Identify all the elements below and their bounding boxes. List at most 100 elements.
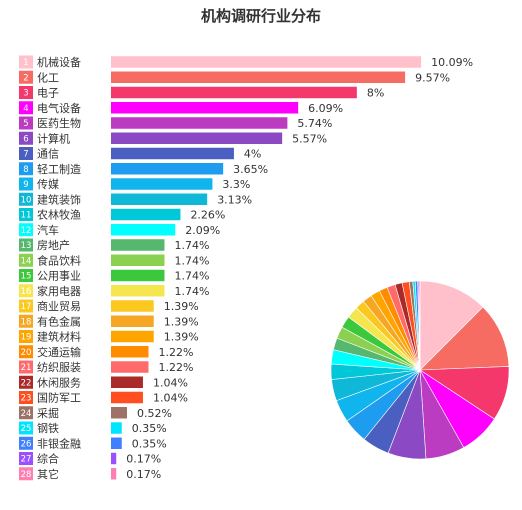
rank-badge bbox=[19, 452, 33, 465]
category-label: 建筑材料 bbox=[37, 330, 81, 344]
category-label: 化工 bbox=[37, 70, 59, 84]
value-label: 9.57% bbox=[415, 71, 450, 84]
rank-number: 27 bbox=[21, 455, 32, 465]
rank-badge bbox=[19, 101, 33, 115]
rank-badge bbox=[19, 131, 33, 145]
value-label: 1.39% bbox=[164, 300, 199, 313]
value-label: 1.22% bbox=[158, 346, 193, 359]
rank-badge bbox=[19, 421, 33, 435]
rank-badge bbox=[19, 192, 33, 206]
bar bbox=[111, 56, 422, 68]
category-label: 轻工制造 bbox=[37, 162, 81, 176]
rank-number: 17 bbox=[21, 302, 32, 312]
rank-badge bbox=[19, 284, 33, 298]
bar bbox=[111, 422, 122, 434]
category-label: 采掘 bbox=[37, 406, 59, 420]
rank-badge bbox=[19, 208, 33, 221]
bar bbox=[111, 437, 122, 449]
category-label: 汽车 bbox=[37, 223, 59, 237]
category-label: 房地产 bbox=[37, 238, 70, 252]
category-label: 纺织服装 bbox=[37, 360, 81, 374]
rank-number: 9 bbox=[23, 180, 28, 190]
rank-badge bbox=[19, 177, 33, 191]
category-label: 综合 bbox=[37, 452, 59, 466]
bar bbox=[111, 300, 154, 312]
bar bbox=[111, 361, 149, 373]
category-label: 家用电器 bbox=[37, 284, 81, 298]
rank-badge bbox=[19, 299, 33, 313]
pie-slice bbox=[418, 280, 421, 371]
value-label: 1.74% bbox=[174, 254, 209, 267]
rank-number: 28 bbox=[21, 470, 32, 480]
bar bbox=[111, 178, 213, 190]
rank-badge bbox=[19, 253, 33, 267]
rank-number: 22 bbox=[21, 378, 32, 388]
bar bbox=[111, 208, 181, 221]
value-label: 1.74% bbox=[174, 270, 209, 283]
bar bbox=[111, 254, 165, 266]
value-label: 1.74% bbox=[174, 239, 209, 252]
rank-badge bbox=[19, 436, 33, 450]
category-label: 电气设备 bbox=[37, 101, 81, 115]
category-label: 非银金融 bbox=[37, 436, 81, 450]
rank-number: 13 bbox=[21, 241, 32, 251]
category-label: 农林牧渔 bbox=[37, 208, 81, 222]
category-label: 其它 bbox=[37, 467, 59, 481]
bar bbox=[111, 315, 154, 327]
rank-badge bbox=[19, 375, 33, 389]
category-label: 机械设备 bbox=[37, 55, 81, 69]
rank-number: 21 bbox=[21, 363, 32, 373]
value-label: 1.04% bbox=[153, 392, 188, 405]
bar bbox=[111, 269, 165, 282]
value-label: 0.35% bbox=[132, 422, 167, 435]
rank-number: 12 bbox=[21, 226, 32, 236]
value-label: 1.22% bbox=[158, 361, 193, 374]
rank-badge bbox=[19, 330, 33, 343]
rank-number: 3 bbox=[23, 89, 28, 99]
rank-number: 1 bbox=[23, 58, 28, 68]
rank-badge bbox=[19, 238, 33, 252]
category-label: 食品饮料 bbox=[37, 253, 81, 267]
rank-number: 20 bbox=[21, 348, 32, 358]
bar bbox=[111, 224, 176, 236]
rank-badge bbox=[19, 314, 33, 328]
category-label: 有色金属 bbox=[37, 314, 81, 328]
rank-badge bbox=[19, 223, 33, 237]
rank-badge bbox=[19, 269, 33, 282]
category-label: 通信 bbox=[37, 148, 59, 161]
value-label: 2.09% bbox=[185, 224, 220, 237]
value-label: 1.39% bbox=[164, 331, 199, 344]
category-label: 计算机 bbox=[37, 131, 70, 145]
value-label: 0.52% bbox=[137, 407, 172, 420]
value-label: 1.39% bbox=[164, 315, 199, 328]
bar bbox=[111, 147, 234, 160]
rank-number: 7 bbox=[23, 150, 28, 160]
bar bbox=[111, 163, 224, 175]
rank-badge bbox=[19, 86, 33, 99]
rank-number: 16 bbox=[21, 287, 32, 297]
value-label: 3.13% bbox=[217, 193, 252, 206]
bar bbox=[111, 346, 149, 358]
value-label: 0.17% bbox=[126, 453, 161, 466]
value-label: 6.09% bbox=[308, 102, 343, 115]
category-label: 电子 bbox=[37, 87, 59, 100]
bar bbox=[111, 285, 165, 297]
rank-number: 26 bbox=[21, 439, 32, 449]
rank-number: 18 bbox=[21, 317, 32, 327]
bar bbox=[111, 330, 154, 343]
rank-number: 8 bbox=[23, 165, 28, 175]
rank-number: 2 bbox=[23, 73, 28, 83]
pie-slice bbox=[419, 306, 510, 371]
value-label: 1.04% bbox=[153, 376, 188, 389]
bar bbox=[111, 86, 357, 99]
rank-number: 11 bbox=[21, 211, 32, 221]
rank-number: 23 bbox=[21, 394, 32, 404]
rank-number: 14 bbox=[21, 256, 32, 266]
pie-slice bbox=[419, 280, 484, 371]
bar bbox=[111, 391, 143, 404]
category-label: 公用事业 bbox=[37, 270, 81, 283]
rank-badge bbox=[19, 391, 33, 404]
category-label: 建筑装饰 bbox=[37, 192, 81, 206]
